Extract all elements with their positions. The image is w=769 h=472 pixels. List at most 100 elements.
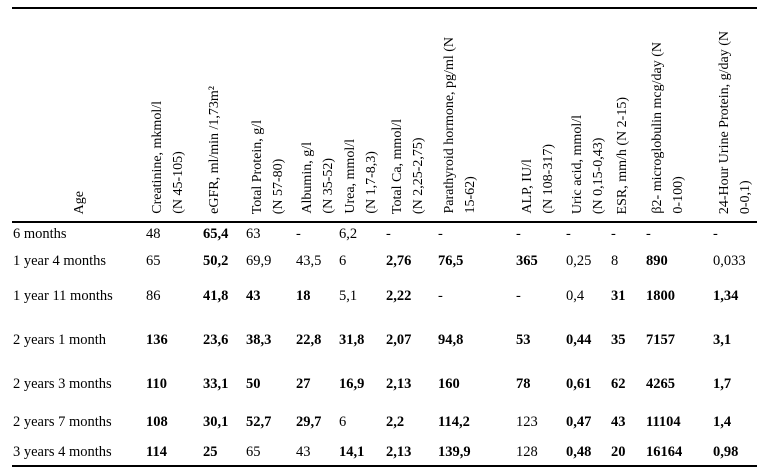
- value-cell: 14,1: [339, 444, 365, 460]
- col-header-albumin-label: Albumin, g/l (N 35-52): [300, 142, 336, 214]
- value-cell: 114: [146, 444, 167, 460]
- value-cell: 2,13: [386, 444, 412, 460]
- value-cell: 0,033: [713, 252, 746, 269]
- table-header: Age Creatinine, mkmol/l (N 45-105) eGFR,…: [12, 8, 757, 222]
- age-cell: 2 years 7 months: [13, 414, 112, 430]
- col-header-alp-label: ALP, IU/l (N 108-317): [520, 144, 556, 214]
- value-cell: 16164: [646, 444, 683, 460]
- value-cell: 76,5: [438, 252, 464, 269]
- value-cell: 65: [146, 252, 161, 269]
- value-cell: 43: [611, 414, 626, 430]
- col-header-total-ca: Total Ca, mmol/l (N 2,25-2,75): [385, 8, 437, 222]
- value-cell: 27: [296, 375, 311, 392]
- age-cell: 1 year 4 months: [13, 252, 107, 269]
- value-cell: 65,4: [203, 226, 229, 242]
- value-cell: 6,2: [339, 226, 358, 242]
- age-cell: 2 years 1 month: [13, 331, 107, 348]
- value-cell: -: [516, 226, 521, 242]
- col-header-total-protein: Total Protein, g/l (N 57-80): [245, 8, 295, 222]
- value-cell: 78: [516, 375, 531, 392]
- value-cell: 2,13: [386, 375, 412, 392]
- value-cell: 0,44: [566, 331, 592, 348]
- value-cell: 62: [611, 375, 626, 392]
- value-cell: -: [438, 226, 443, 242]
- col-header-24h-urine-protein: 24-Hour Urine Protein, g/day (N 0-0,1): [712, 8, 757, 222]
- value-cell: 41,8: [203, 288, 229, 304]
- col-header-uric-acid-label: Uric acid, mmol/l (N 0,15-0,43): [570, 114, 606, 214]
- col-header-b2-microglobulin-label: β2- microglobulin mcg/day (N 0-100): [650, 42, 686, 214]
- col-header-egfr: eGFR, ml/min /1,73m²: [202, 8, 245, 222]
- value-cell: -: [646, 226, 651, 242]
- col-header-parathyroid-label: Parathyroid hormone, pg/ml (N 15-62): [442, 37, 478, 214]
- value-cell: 2,76: [386, 252, 412, 269]
- value-cell: 0,98: [713, 444, 739, 460]
- age-cell: 2 years 3 months: [13, 375, 112, 392]
- value-cell: 20: [611, 444, 626, 460]
- col-header-total-ca-label: Total Ca, mmol/l (N 2,25-2,75): [390, 118, 426, 214]
- value-cell: 16,9: [339, 375, 365, 392]
- value-cell: 110: [146, 375, 167, 392]
- col-header-uric-acid: Uric acid, mmol/l (N 0,15-0,43): [565, 8, 610, 222]
- value-cell: 22,8: [296, 331, 322, 348]
- table-row: 1 year 11 months 86 41,8 43 18 5,1 2,22 …: [12, 276, 757, 317]
- value-cell: 31,8: [339, 331, 365, 348]
- value-cell: 0,25: [566, 252, 592, 269]
- value-cell: 8: [611, 252, 619, 269]
- col-header-age-label: Age: [72, 190, 87, 214]
- value-cell: 43: [296, 444, 311, 460]
- col-header-urea: Urea, mmol/l (N 1,7-8,3): [338, 8, 385, 222]
- value-cell: 160: [438, 375, 460, 392]
- value-cell: 365: [516, 252, 538, 269]
- value-cell: 1800: [646, 288, 675, 304]
- value-cell: -: [713, 226, 718, 242]
- value-cell: -: [611, 226, 616, 242]
- value-cell: -: [566, 226, 571, 242]
- header-row: Age Creatinine, mkmol/l (N 45-105) eGFR,…: [12, 8, 757, 222]
- value-cell: 25: [203, 444, 218, 460]
- value-cell: 136: [146, 331, 168, 348]
- value-cell: 50: [246, 375, 261, 392]
- value-cell: 86: [146, 288, 161, 304]
- value-cell: 43: [246, 288, 261, 304]
- value-cell: 29,7: [296, 414, 322, 430]
- value-cell: 23,6: [203, 331, 229, 348]
- col-header-b2-microglobulin: β2- microglobulin mcg/day (N 0-100): [645, 8, 712, 222]
- table-row: 2 years 1 month 136 23,6 38,3 22,8 31,8 …: [12, 317, 757, 363]
- value-cell: 38,3: [246, 331, 272, 348]
- value-cell: 43,5: [296, 252, 322, 269]
- col-header-esr-label: ESR, mm/h (N 2-15): [615, 96, 630, 214]
- value-cell: 2,2: [386, 414, 405, 430]
- col-header-creatinine: Creatinine, mkmol/l (N 45-105): [145, 8, 202, 222]
- lab-results-table: Age Creatinine, mkmol/l (N 45-105) eGFR,…: [12, 7, 757, 467]
- value-cell: 11104: [646, 414, 681, 430]
- value-cell: 53: [516, 331, 531, 348]
- col-header-24h-urine-protein-label: 24-Hour Urine Protein, g/day (N 0-0,1): [717, 30, 753, 214]
- value-cell: 31: [611, 288, 626, 304]
- value-cell: 123: [516, 414, 538, 430]
- value-cell: 69,9: [246, 252, 272, 269]
- value-cell: 1,7: [713, 375, 732, 392]
- col-header-age: Age: [12, 8, 145, 222]
- value-cell: 3,1: [713, 331, 732, 348]
- value-cell: 2,07: [386, 331, 412, 348]
- value-cell: 5,1: [339, 288, 358, 304]
- col-header-urea-label: Urea, mmol/l (N 1,7-8,3): [343, 139, 379, 214]
- age-cell: 3 years 4 months: [13, 444, 112, 460]
- value-cell: 33,1: [203, 375, 229, 392]
- age-cell: 1 year 11 months: [13, 288, 113, 304]
- value-cell: 50,2: [203, 252, 229, 269]
- value-cell: 0,61: [566, 375, 592, 392]
- value-cell: 6: [339, 252, 347, 269]
- table-row: 2 years 7 months 108 30,1 52,7 29,7 6 2,…: [12, 405, 757, 440]
- value-cell: 114,2: [438, 414, 470, 430]
- table-row: 6 months 48 65,4 63 - 6,2 - - - - - - -: [12, 222, 757, 246]
- col-header-alp: ALP, IU/l (N 108-317): [515, 8, 565, 222]
- value-cell: 0,47: [566, 414, 592, 430]
- value-cell: 2,22: [386, 288, 412, 304]
- value-cell: 0,48: [566, 444, 592, 460]
- value-cell: 30,1: [203, 414, 229, 430]
- value-cell: 1,4: [713, 414, 732, 430]
- value-cell: -: [386, 226, 391, 242]
- value-cell: 128: [516, 444, 538, 460]
